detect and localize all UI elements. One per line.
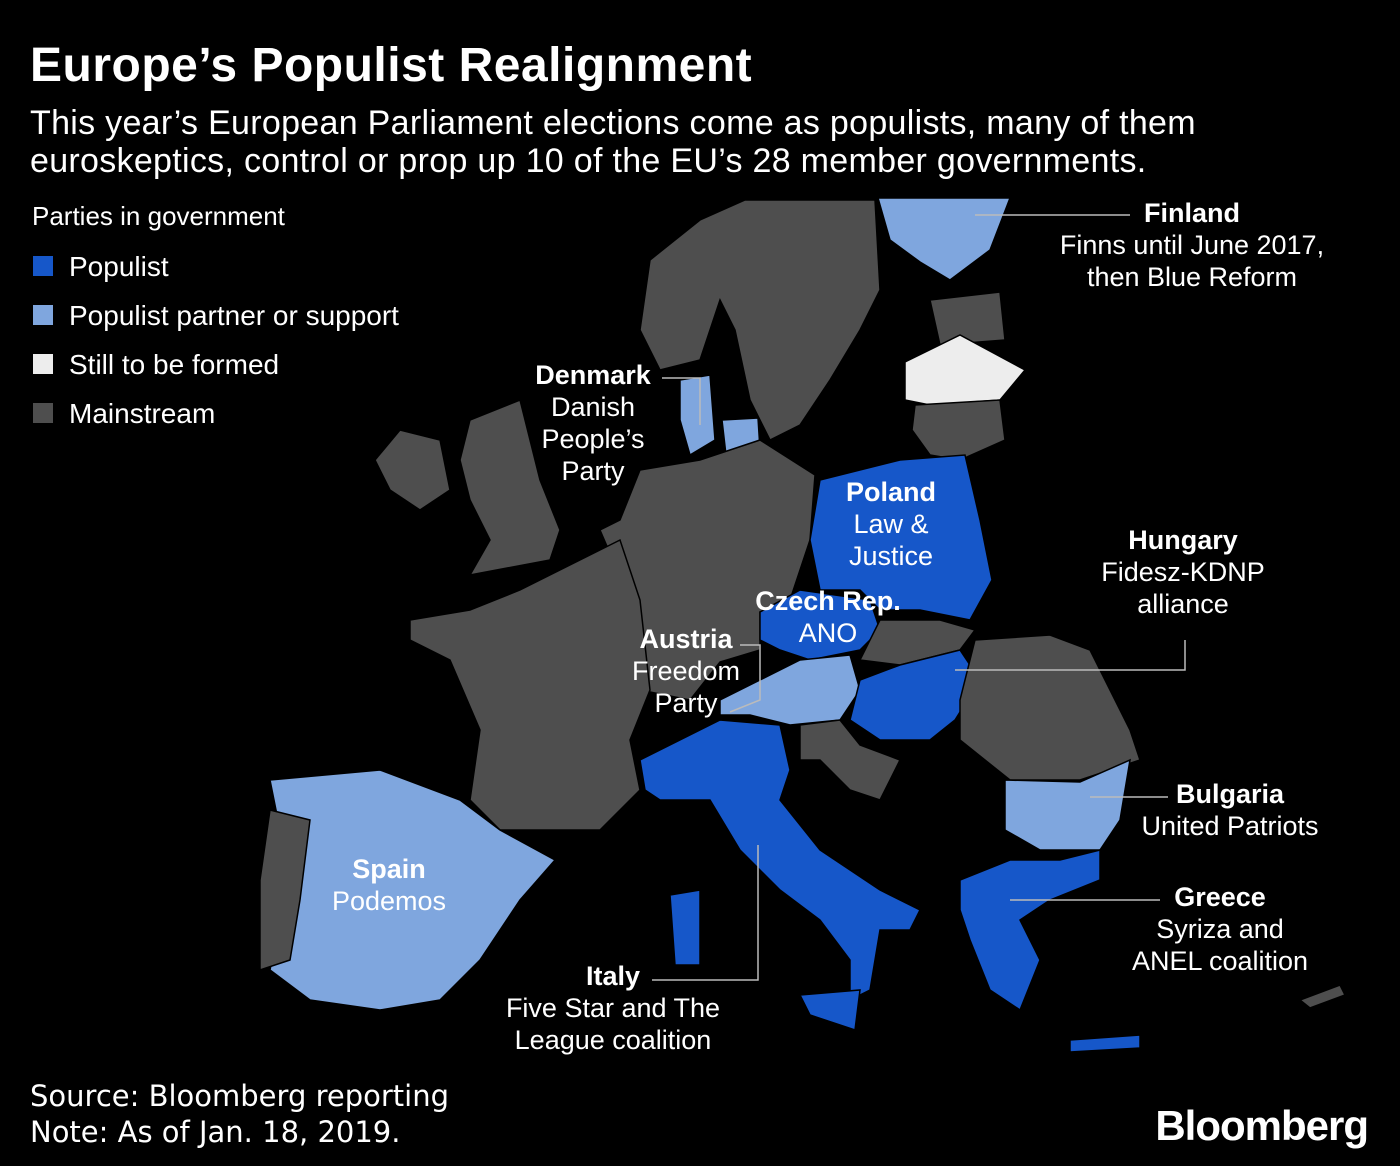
country-name: Greece bbox=[1174, 882, 1266, 912]
land bbox=[259, 197, 1347, 1053]
party-name: People’s bbox=[541, 424, 644, 454]
party-name: Syriza and bbox=[1156, 914, 1284, 944]
country-shape bbox=[798, 989, 861, 1032]
legend-title: Parties in government bbox=[32, 201, 286, 231]
party-name: Law & bbox=[853, 509, 928, 539]
country-shape bbox=[911, 399, 1006, 461]
party-name: Five Star and The bbox=[506, 993, 720, 1023]
party-name: United Patriots bbox=[1141, 811, 1318, 841]
source: Source: Bloomberg reporting bbox=[30, 1079, 449, 1113]
country-shape bbox=[409, 538, 651, 831]
country-shape bbox=[904, 334, 1027, 406]
country-name: Bulgaria bbox=[1176, 779, 1285, 809]
country-shape bbox=[959, 634, 1141, 781]
leader-line bbox=[729, 644, 761, 713]
party-name: ANEL coalition bbox=[1132, 946, 1308, 976]
country-shape bbox=[759, 589, 881, 661]
country-name: Italy bbox=[586, 961, 640, 991]
country-shape bbox=[799, 719, 902, 801]
country-shape bbox=[1069, 1034, 1141, 1053]
leader-line bbox=[955, 640, 1186, 671]
legend-label: Still to be formed bbox=[69, 349, 279, 380]
country-shape bbox=[959, 849, 1101, 1012]
country-name: Czech Rep. bbox=[755, 586, 901, 616]
country-shape bbox=[639, 719, 922, 1002]
title: Europe’s Populist Realignment bbox=[30, 39, 753, 92]
subtitle: This year’s European Parliament election… bbox=[30, 104, 1196, 180]
country-name: Spain bbox=[352, 854, 426, 884]
country-name: Hungary bbox=[1128, 525, 1238, 555]
note: Note: As of Jan. 18, 2019. bbox=[30, 1115, 400, 1149]
country-shape bbox=[639, 199, 881, 442]
leader-line bbox=[662, 377, 701, 425]
party-name: Freedom bbox=[632, 656, 740, 686]
brand: Bloomberg bbox=[1155, 1102, 1368, 1149]
party-name: Party bbox=[654, 688, 718, 718]
country-shape bbox=[259, 809, 311, 972]
party-name: Podemos bbox=[332, 886, 446, 916]
leader-line bbox=[652, 845, 759, 981]
country-shape bbox=[1004, 758, 1131, 851]
party-name: alliance bbox=[1137, 589, 1229, 619]
party-name: Finns until June 2017, bbox=[1060, 230, 1324, 260]
party-name: Fidesz-KDNP bbox=[1101, 557, 1265, 587]
country-name: Austria bbox=[639, 624, 733, 654]
country-shape bbox=[459, 398, 561, 577]
country-shape bbox=[679, 374, 716, 457]
country-shape bbox=[719, 654, 861, 726]
legend: Populist Populist partner or support Still… bbox=[33, 251, 399, 429]
country-shape bbox=[929, 291, 1006, 346]
legend-label: Populist bbox=[69, 251, 169, 282]
country-shape bbox=[877, 197, 1012, 281]
legend-swatch bbox=[33, 354, 53, 374]
party-name: then Blue Reform bbox=[1087, 262, 1297, 292]
legend-swatch bbox=[33, 256, 53, 276]
party-name: ANO bbox=[799, 618, 858, 648]
leader-lines bbox=[652, 214, 1186, 981]
country-shape bbox=[669, 889, 701, 966]
country-shape bbox=[1298, 984, 1347, 1009]
party-name: Justice bbox=[849, 541, 933, 571]
country-name: Poland bbox=[846, 477, 936, 507]
legend-label: Mainstream bbox=[69, 398, 215, 429]
party-name: League coalition bbox=[515, 1025, 712, 1055]
country-shape bbox=[849, 649, 981, 741]
country-shape bbox=[374, 429, 451, 511]
legend-label: Populist partner or support bbox=[69, 300, 399, 331]
legend-swatch bbox=[33, 305, 53, 325]
country-name: Finland bbox=[1144, 198, 1240, 228]
country-name: Denmark bbox=[535, 360, 652, 390]
country-shape bbox=[809, 454, 993, 621]
party-name: Danish bbox=[551, 392, 635, 422]
legend-swatch bbox=[33, 403, 53, 423]
party-name: Party bbox=[561, 456, 625, 486]
